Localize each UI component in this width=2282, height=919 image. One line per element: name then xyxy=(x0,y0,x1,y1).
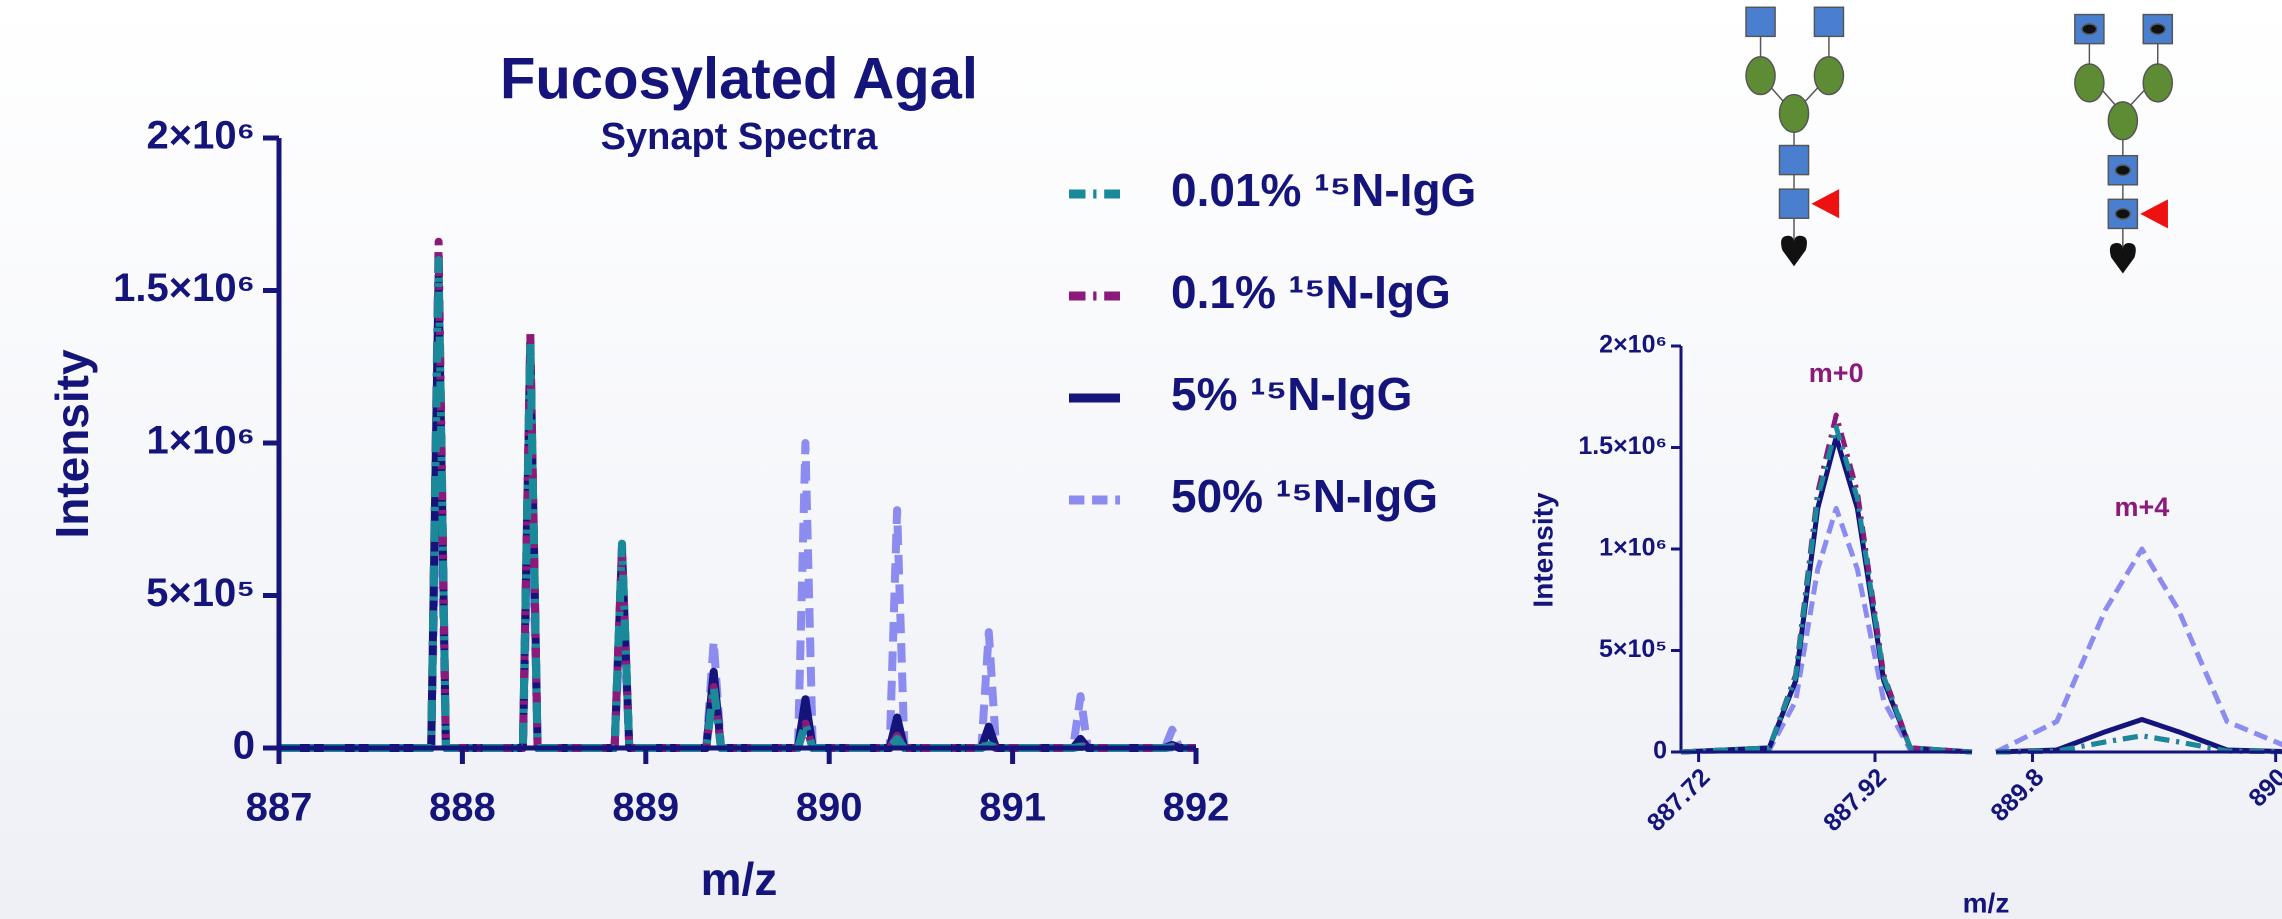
y-tick-label: 1×10⁶ xyxy=(146,419,255,463)
spectrum-line xyxy=(1681,437,1972,752)
spectrum-line xyxy=(279,260,1196,748)
legend-label: 0.01% ¹⁵N-IgG xyxy=(1171,164,1476,216)
chart-subtitle: Synapt Spectra xyxy=(601,116,879,158)
legend-label: 50% ¹⁵N-IgG xyxy=(1171,470,1438,522)
x-tick-label: 892 xyxy=(1163,786,1230,830)
x-axis-label: m/z xyxy=(1963,887,2010,918)
chart-title: Fucosylated Agal xyxy=(500,46,978,111)
y-tick-label: 5×10⁵ xyxy=(146,571,255,615)
spectrum-line xyxy=(279,275,1196,748)
x-tick-label: 887.72 xyxy=(1642,763,1716,837)
y-axis-label: Intensity xyxy=(46,349,98,539)
y-tick-label: 5×10⁵ xyxy=(1599,635,1667,663)
x-tick-label: 889 xyxy=(612,786,679,830)
figure: Fucosylated Agal Synapt Spectra m/z Intensi… xyxy=(0,0,2282,919)
x-axis-label: m/z xyxy=(701,853,778,905)
y-tick-label: 2×10⁶ xyxy=(146,114,255,158)
spectrum-line xyxy=(279,242,1196,748)
y-axis-label: Intensity xyxy=(1527,492,1558,608)
x-tick-label: 891 xyxy=(979,786,1046,830)
x-tick-label: 887.92 xyxy=(1818,763,1892,837)
x-tick-label: 890 xyxy=(796,786,863,830)
y-tick-label: 1.5×10⁶ xyxy=(1578,432,1667,460)
y-tick-label: 2×10⁶ xyxy=(1599,331,1667,359)
spectrum-line xyxy=(279,382,1196,748)
peak-annotation: m+0 xyxy=(1809,358,1864,388)
y-tick-label: 1.5×10⁶ xyxy=(113,266,255,310)
glycan-icons xyxy=(1746,7,2172,273)
x-tick-label: 888 xyxy=(429,786,496,830)
x-tick-label: 890 xyxy=(2243,763,2282,812)
y-tick-label: 0 xyxy=(1653,737,1667,765)
x-tick-label: 887 xyxy=(246,786,313,830)
spectrum-line xyxy=(1681,508,1972,752)
y-tick-label: 1×10⁶ xyxy=(1599,534,1667,562)
x-tick-label: 889.8 xyxy=(1985,763,2049,827)
peak-annotation: m+4 xyxy=(2115,492,2170,522)
glycan-unlabeled xyxy=(1746,7,1843,266)
legend-label: 5% ¹⁵N-IgG xyxy=(1171,368,1412,420)
legend-label: 0.1% ¹⁵N-IgG xyxy=(1171,266,1451,318)
glycan-labeled xyxy=(2075,15,2172,274)
y-tick-label: 0 xyxy=(233,724,255,768)
